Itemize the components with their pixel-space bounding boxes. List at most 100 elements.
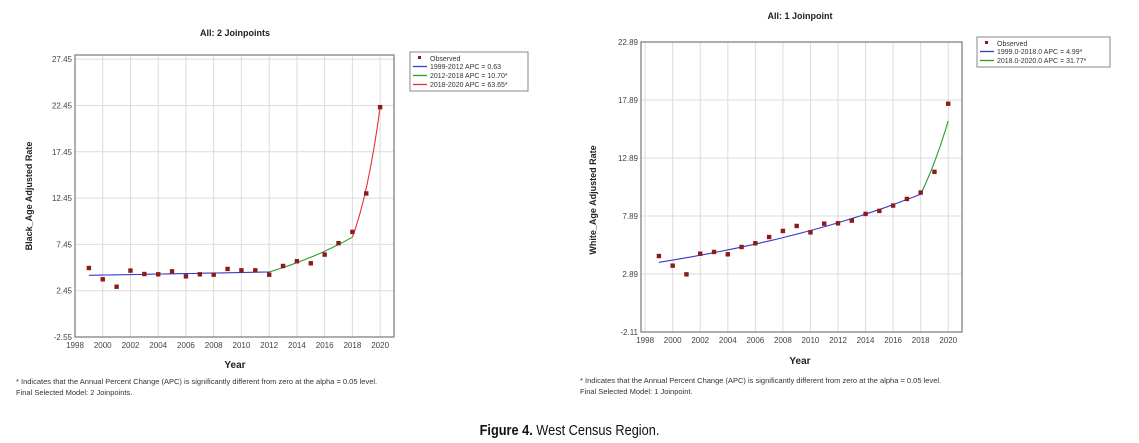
legend-box (976, 36, 1111, 68)
y-tick-label: 17.89 (618, 96, 639, 105)
observed-point (794, 223, 799, 229)
footnote-line: * Indicates that the Annual Percent Chan… (16, 377, 378, 386)
x-tick-label: 2002 (122, 341, 140, 350)
observed-point (280, 263, 286, 269)
y-tick-label: 12.45 (52, 194, 73, 203)
x-tick-label: 2012 (829, 336, 847, 345)
observed-point (322, 252, 327, 257)
y-tick-label: -2.11 (620, 328, 638, 337)
legend-segment-label: 2018-2020 APC = 63.65* (430, 82, 508, 89)
observed-point (114, 284, 119, 289)
y-tick-label: 27.45 (52, 55, 73, 64)
x-tick-label: 2020 (939, 336, 957, 345)
y-axis-label: Black_Age Adjusted Rate (24, 142, 34, 251)
observed-point (142, 271, 147, 277)
observed-point (377, 104, 383, 110)
observed-point (308, 261, 313, 266)
observed-point (739, 244, 744, 250)
observed-point (225, 266, 230, 272)
observed-point (863, 211, 868, 217)
observed-point (932, 169, 937, 175)
legend-box (409, 51, 529, 92)
plot-area (641, 42, 962, 332)
observed-point (835, 221, 841, 226)
x-axis-label: Year (224, 360, 245, 371)
plot-border (74, 54, 395, 338)
y-tick-label: 2.45 (56, 287, 72, 296)
x-tick-label: 2014 (288, 341, 306, 350)
observed-point (711, 249, 717, 255)
caption-label: Figure 4. (479, 422, 533, 439)
fit-segment-line (88, 271, 270, 276)
y-tick-label: 7.45 (56, 240, 72, 249)
footnote-line: Final Selected Model: 2 Joinpoints. (16, 388, 133, 397)
observed-point (336, 240, 341, 246)
observed-point (780, 228, 786, 234)
x-tick-label: 2006 (177, 341, 195, 350)
observed-point (350, 229, 355, 235)
plot-area (75, 55, 394, 337)
footnote-left: * Indicates that the Annual Percent Chan… (16, 376, 377, 398)
x-tick-label: 2016 (884, 336, 902, 345)
legend-observed-marker (418, 56, 421, 59)
observed-point (364, 191, 369, 196)
observed-point (822, 221, 827, 226)
observed-point (86, 265, 92, 271)
x-tick-label: 2012 (260, 341, 278, 350)
observed-point (253, 268, 258, 273)
x-tick-label: 2010 (233, 341, 251, 350)
y-axis-label: White_Age Adjusted Rate (588, 145, 598, 254)
observed-point (766, 234, 772, 240)
x-tick-label: 2020 (371, 341, 389, 350)
chart-title: All: 2 Joinpoints (200, 28, 270, 38)
observed-point (877, 208, 882, 214)
x-tick-label: 1998 (66, 341, 84, 350)
x-tick-label: 2006 (746, 336, 764, 345)
observed-point (670, 263, 675, 268)
legend-segment-label: 2018.0-2020.0 APC = 31.77* (997, 58, 1087, 65)
x-tick-label: 2010 (802, 336, 820, 345)
chart-title: All: 1 Joinpoint (768, 11, 833, 21)
x-tick-label: 2002 (691, 336, 709, 345)
fit-segment-line (351, 106, 381, 238)
footnote-right: * Indicates that the Annual Percent Chan… (580, 375, 941, 397)
x-tick-label: 2018 (912, 336, 930, 345)
observed-point (100, 277, 105, 282)
plot-border (640, 41, 963, 333)
y-tick-label: 17.45 (52, 148, 73, 157)
x-tick-label: 2016 (316, 341, 334, 350)
footnote-line: * Indicates that the Annual Percent Chan… (580, 376, 942, 385)
fit-segment-line (658, 193, 921, 263)
y-tick-label: 2.89 (622, 270, 638, 279)
chart-2: 1998 2000 2002 2004 2006 2008 2010 2012 2014 2016… (588, 11, 1111, 367)
footnote-line: Final Selected Model: 1 Joinpoint. (580, 387, 693, 396)
x-tick-label: 2004 (149, 341, 167, 350)
observed-point (197, 272, 203, 277)
legend-segment-label: 1999-2012 APC = 0.63 (430, 64, 501, 71)
observed-point (294, 259, 300, 264)
observed-point (946, 101, 951, 106)
observed-point (753, 241, 758, 246)
y-tick-label: -2.55 (54, 333, 73, 342)
observed-point (183, 274, 189, 279)
observed-point (266, 272, 272, 277)
observed-point (808, 230, 813, 235)
observed-point (725, 252, 730, 257)
observed-point (698, 251, 703, 256)
observed-point (904, 196, 910, 202)
observed-point (890, 203, 896, 208)
x-tick-label: 2000 (664, 336, 682, 345)
x-tick-label: 2004 (719, 336, 737, 345)
fit-segment-line (920, 120, 949, 195)
x-axis-label: Year (789, 356, 810, 367)
observed-point (918, 190, 923, 195)
y-tick-label: 22.89 (618, 38, 639, 47)
observed-point (849, 218, 854, 223)
observed-point (156, 272, 161, 277)
legend-segment-label: 2012-2018 APC = 10.70* (430, 73, 508, 80)
y-tick-label: 7.89 (622, 212, 638, 221)
legend-observed-marker (985, 41, 988, 44)
y-tick-label: 22.45 (52, 101, 73, 110)
